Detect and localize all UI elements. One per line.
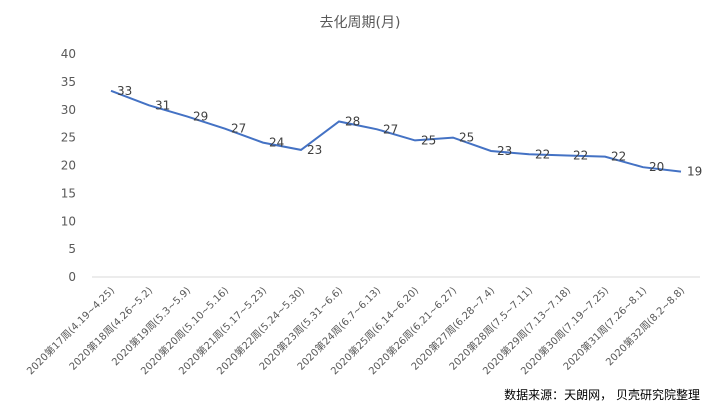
data-label: 27: [231, 122, 246, 136]
data-label: 27: [383, 122, 398, 136]
data-label: 29: [193, 109, 208, 123]
y-tick-label: 5: [68, 242, 76, 256]
y-tick-label: 40: [61, 47, 76, 61]
y-tick-label: 25: [61, 131, 76, 145]
chart-title: 去化周期(月): [320, 15, 401, 31]
y-tick-label: 20: [61, 159, 76, 173]
y-tick-label: 30: [61, 103, 76, 117]
y-tick-label: 15: [61, 186, 76, 200]
data-label: 22: [611, 150, 626, 164]
data-labels: 33 31 29 27 24 23 28 27 25 25 23 22 22 22 20 19: [117, 84, 702, 179]
series-line: [110, 89, 682, 173]
y-tick-label: 10: [61, 214, 76, 228]
data-label: 25: [421, 133, 436, 147]
data-label: 19: [687, 165, 702, 179]
data-label: 22: [573, 148, 588, 162]
data-label: 23: [497, 144, 512, 158]
data-label: 33: [117, 84, 132, 98]
y-tick-label: 0: [68, 270, 76, 284]
data-label: 28: [345, 114, 360, 128]
data-label: 23: [307, 143, 322, 157]
data-label: 20: [649, 160, 664, 174]
y-tick-label: 35: [61, 75, 76, 89]
data-label: 22: [535, 147, 550, 161]
data-label: 31: [155, 98, 170, 112]
data-label: 25: [459, 131, 474, 145]
data-label: 24: [269, 136, 284, 150]
source-note: 数据来源：天朗网， 贝壳研究院整理: [504, 387, 700, 402]
y-axis: 0 5 10 15 20 25 30 35 40: [61, 47, 76, 284]
x-axis: 2020第17周(4.19~4.25)2020第18周(4.26~5.2)202…: [24, 284, 687, 377]
